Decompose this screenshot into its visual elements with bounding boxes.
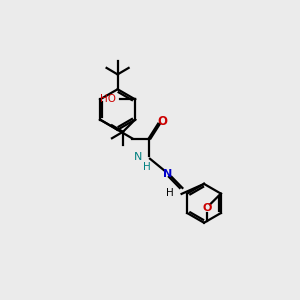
Text: N: N <box>134 152 142 162</box>
Text: H: H <box>166 188 173 197</box>
Text: H: H <box>143 162 151 172</box>
Text: O: O <box>202 203 212 214</box>
Text: N: N <box>163 169 172 178</box>
Text: O: O <box>158 115 168 128</box>
Text: HO: HO <box>100 94 116 104</box>
